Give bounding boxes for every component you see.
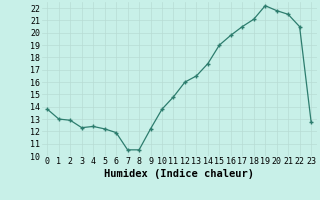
X-axis label: Humidex (Indice chaleur): Humidex (Indice chaleur) bbox=[104, 169, 254, 179]
